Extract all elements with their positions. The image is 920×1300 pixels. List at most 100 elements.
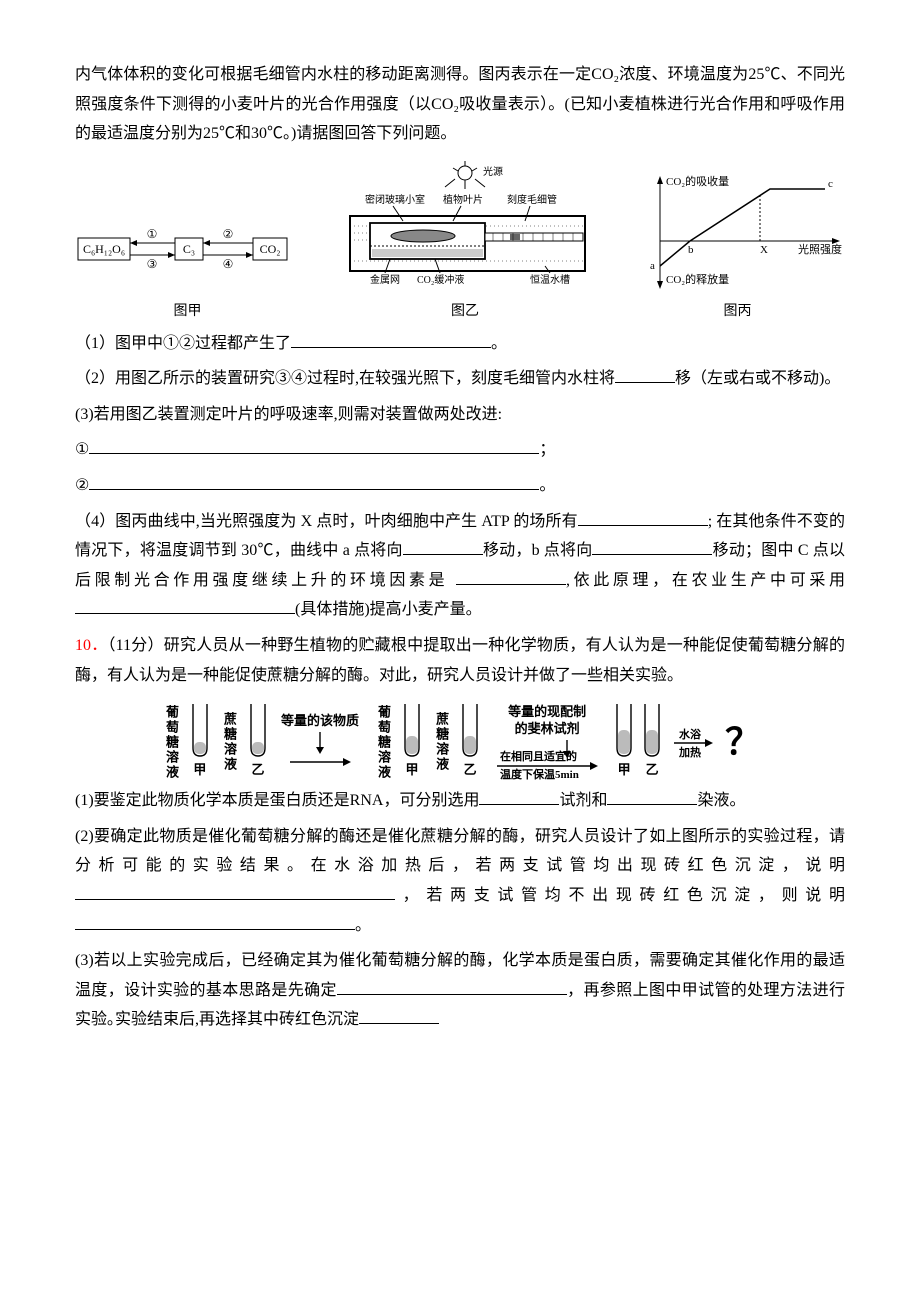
svg-text:金属网: 金属网 [370,273,400,286]
q3-1-n: ① [75,441,89,458]
q4d: ,依此原理，在农业生产中可采用 [566,572,845,589]
figure-yi: 光源 密闭玻璃小室 植物叶片 刻度毛细管 [335,161,595,325]
s1: (1)要鉴定此物质化学本质是蛋白质还是RNA，可分别选用 试剂和 染液。 [75,786,845,816]
s2b: ，若两支试管均不出现砖红色沉淀，则说明 [395,887,845,904]
blank [291,331,491,348]
s2c: 。 [355,917,371,934]
caption-jia: 图甲 [174,299,202,325]
svg-text:刻度毛细管: 刻度毛细管 [507,193,557,206]
blank [403,538,483,555]
blank [359,1007,439,1024]
tube-label: 甲 [406,758,419,782]
figure-jia: C₆H₁₂O₆ C₃ CO₂ ① ② ③ ④ 图甲 [75,206,300,325]
blank [75,883,395,900]
svg-text:②: ② [223,227,234,241]
blank [607,788,697,805]
q2a: （2）用图乙所示的装置研究③④过程时,在较强光照下，刻度毛细管内水柱将 [75,370,615,387]
tube-yi-1: 乙 [247,702,269,782]
tube-label: 乙 [251,758,264,782]
svg-text:光源: 光源 [483,165,503,178]
tube-label: 乙 [464,758,477,782]
svg-text:①: ① [147,227,158,241]
intro-text: 内气体体积的变化可根据毛细管内水柱的移动距离测得。图丙表示在一定CO₂浓度、环境… [75,60,845,149]
q4: （4）图丙曲线中,当光照强度为 X 点时，叶肉细胞中产生 ATP 的场所有; 在… [75,507,845,625]
arrow-3: 水浴 加热 [669,726,719,758]
q1: （1）图甲中①②过程都产生了 。 [75,329,845,359]
tube-yi-2: 乙 [459,702,481,782]
q2: （2）用图乙所示的装置研究③④过程时,在较强光照下，刻度毛细管内水柱将 移（左或右… [75,364,845,394]
svg-text:加热: 加热 [678,745,701,758]
svg-text:c: c [828,178,833,190]
blank [89,437,539,454]
svg-text:恒温水槽: 恒温水槽 [530,273,570,286]
label-glucose-2: 葡萄糖溶液 [371,705,395,780]
label-sucrose-2: 蔗糖溶液 [429,712,453,772]
blank [615,366,675,383]
figure-bing: a b X c CO₂的吸收量 光照强度 CO₂的释放量 图丙 [630,171,845,325]
svg-text:C₆H₁₂O₆: C₆H₁₂O₆ [83,242,125,256]
s1a: (1)要鉴定此物质化学本质是蛋白质还是RNA，可分别选用 [75,792,479,809]
blank [75,913,355,930]
tube-label: 乙 [646,758,659,782]
svg-text:在相同且适宜的: 在相同且适宜的 [500,749,577,763]
q10-head: （11分）研究人员从一种野生植物的贮藏根中提取出一种化学物质，有人认为是一种能促… [75,637,845,684]
figure-row: C₆H₁₂O₆ C₃ CO₂ ① ② ③ ④ 图甲 [75,161,845,325]
q2b: 移（左或右或不移动)。 [675,370,840,387]
q1-tail: 。 [491,335,507,352]
blank [89,473,539,490]
arrow-top-label-2: 等量的现配制的斐林试剂 [508,704,586,738]
svg-text:④: ④ [223,257,234,271]
svg-text:X: X [760,244,768,256]
experiment-row: 葡萄糖溶液 甲 蔗糖溶液 乙 等量的该物质 葡萄糖溶液 甲 蔗糖溶液 乙 等量的… [75,702,845,782]
s3: (3)若以上实验完成后，已经确定其为催化葡萄糖分解的酶，化学本质是蛋白质，需要确… [75,946,845,1035]
q3-2: ②。 [75,471,845,501]
svg-text:a: a [650,260,655,272]
diagram-yi: 光源 密闭玻璃小室 植物叶片 刻度毛细管 [335,161,595,291]
svg-text:CO₂的释放量: CO₂的释放量 [666,272,729,286]
s1b: 试剂和 [559,792,607,809]
arrow-top-label: 等量的该物质 [281,713,359,730]
tube-jia-1: 甲 [189,702,211,782]
q4a-tail: ; [708,513,712,530]
q10: 10．（11分）研究人员从一种野生植物的贮藏根中提取出一种化学物质，有人认为是一… [75,631,845,690]
tube-jia-3: 甲 [613,702,635,782]
arrow-1: 等量的该物质 [275,713,365,772]
q3-2-n: ② [75,477,89,494]
q3-2-tail: 。 [539,477,555,494]
blank [578,509,708,526]
blank [75,597,295,614]
svg-text:水浴: 水浴 [679,728,702,741]
caption-yi: 图乙 [451,299,479,325]
q10-num: 10． [75,637,107,654]
svg-text:CO₂: CO₂ [260,242,281,256]
blank [592,538,712,555]
q4b-tail: 移动，b 点将向 [483,542,593,559]
svg-text:C₃: C₃ [183,242,195,256]
svg-text:光照强度: 光照强度 [798,242,842,256]
q3-1-tail: ； [539,441,555,458]
svg-text:③: ③ [147,257,158,271]
s1c: 染液。 [697,792,745,809]
q3-head: (3)若用图乙装置测定叶片的呼吸速率,则需对装置做两处改进: [75,400,845,430]
tube-jia-2: 甲 [401,702,423,782]
blank [337,978,567,995]
diagram-jia: C₆H₁₂O₆ C₃ CO₂ ① ② ③ ④ [75,206,300,291]
svg-text:b: b [688,244,694,256]
s2a: (2)要确定此物质是催化葡萄糖分解的酶还是催化蔗糖分解的酶，研究人员设计了如上图… [75,828,845,875]
caption-bing: 图丙 [724,299,752,325]
q1-text: （1）图甲中①②过程都产生了 [75,335,291,352]
tube-yi-3: 乙 [641,702,663,782]
question-mark: ？ [725,709,761,776]
svg-text:植物叶片: 植物叶片 [443,193,483,206]
q4a: （4）图丙曲线中,当光照强度为 X 点时，叶肉细胞中产生 ATP 的场所有 [75,513,578,530]
svg-text:CO₂缓冲液: CO₂缓冲液 [417,273,464,286]
label-glucose: 葡萄糖溶液 [159,705,183,780]
blank [456,568,566,585]
svg-text:密闭玻璃小室: 密闭玻璃小室 [365,193,425,206]
svg-text:温度下保温5min: 温度下保温5min [500,767,579,780]
svg-text:CO₂的吸收量: CO₂的吸收量 [666,174,729,188]
tube-label: 甲 [193,758,206,782]
q4d-tail: (具体措施)提高小麦产量。 [295,601,482,618]
label-sucrose: 蔗糖溶液 [217,712,241,772]
s2: (2)要确定此物质是催化葡萄糖分解的酶还是催化蔗糖分解的酶，研究人员设计了如上图… [75,822,845,940]
